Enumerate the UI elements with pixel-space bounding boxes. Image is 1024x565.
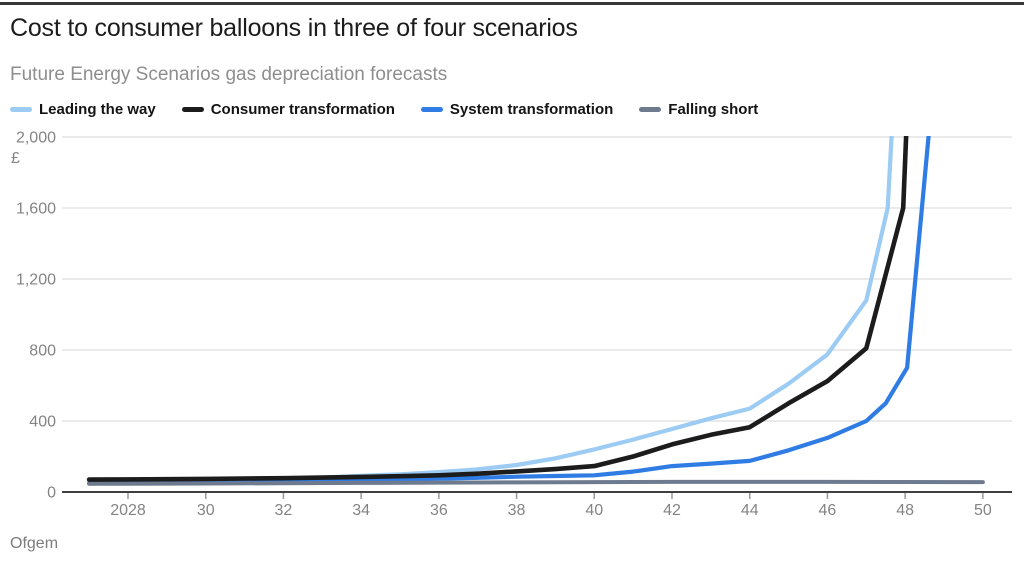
legend-swatch-system-transformation xyxy=(420,106,443,112)
legend-label-leading-the-way: Leading the way xyxy=(39,100,156,118)
legend-item-system-transformation: System transformation xyxy=(420,100,614,118)
x-tick-label: 32 xyxy=(275,502,293,519)
legend-label-system-transformation: System transformation xyxy=(449,100,614,118)
y-tick-label: 400 xyxy=(29,414,56,431)
x-tick-label: 40 xyxy=(585,502,603,519)
y-tick-label: 800 xyxy=(29,343,56,360)
x-tick-label: 44 xyxy=(741,502,759,519)
chart-legend: Leading the way Consumer transformation … xyxy=(10,98,758,120)
x-tick-label: 36 xyxy=(430,502,448,519)
legend-label-consumer-transformation: Consumer transformation xyxy=(210,100,395,118)
y-tick-label: 2,000 xyxy=(16,130,56,147)
x-tick-label: 30 xyxy=(197,502,215,519)
series-line-leading-the-way xyxy=(86,136,894,485)
x-tick-label: 48 xyxy=(896,502,914,519)
series-line-falling-short xyxy=(87,479,985,486)
y-tick-label: 1,600 xyxy=(16,201,56,218)
x-tick-label: 46 xyxy=(819,502,837,519)
y-axis-unit: £ xyxy=(11,150,20,167)
legend-item-leading-the-way: Leading the way xyxy=(10,101,156,118)
legend-swatch-consumer-transformation xyxy=(181,106,204,112)
y-tick-label: 0 xyxy=(47,485,56,502)
legend-item-falling-short: Falling short xyxy=(639,101,758,118)
x-tick-label: 50 xyxy=(974,502,992,519)
series-line-system-transformation xyxy=(86,136,931,486)
x-tick-label: 34 xyxy=(352,502,370,519)
legend-label-falling-short: Falling short xyxy=(668,100,759,118)
series-line-consumer-transformation xyxy=(86,136,909,482)
chart-title: Cost to consumer balloons in three of fo… xyxy=(10,14,578,42)
y-tick-label: 1,200 xyxy=(16,272,56,289)
x-tick-label: 42 xyxy=(663,502,681,519)
chart-subtitle: Future Energy Scenarios gas depreciation… xyxy=(10,64,448,85)
source-label: Ofgem xyxy=(10,535,59,552)
x-tick-label: 2028 xyxy=(110,502,146,519)
legend-item-consumer-transformation: Consumer transformation xyxy=(181,100,395,118)
legend-swatch-falling-short xyxy=(639,106,662,112)
x-tick-label: 38 xyxy=(508,502,526,519)
legend-swatch-leading-the-way xyxy=(10,106,32,112)
top-rule xyxy=(0,2,1024,5)
